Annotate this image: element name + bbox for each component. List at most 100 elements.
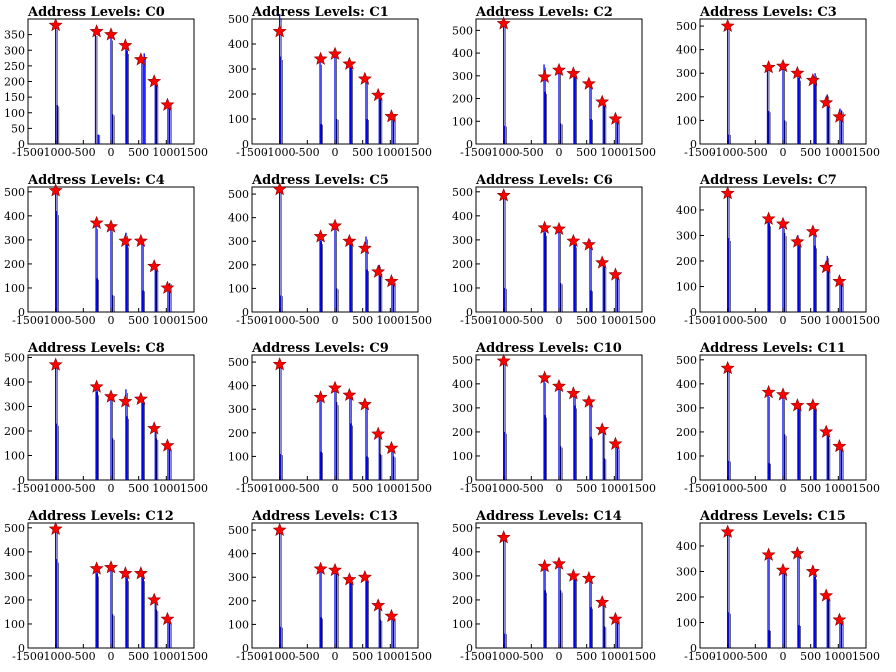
chart-title: Address Levels: C1 xyxy=(251,5,389,20)
chart-panel: Address Levels: C13 0 100 200 300 400 500 -1500… xyxy=(228,509,432,663)
x-tick-label: 1000 xyxy=(152,482,180,495)
chart-panel: Address Levels: C15 0 100 200 300 400 -1500-10… xyxy=(676,509,880,663)
peak-marker xyxy=(790,234,805,248)
x-tick-label: -500 xyxy=(519,482,544,495)
peak-marker xyxy=(328,46,342,60)
y-tick-label: 300 xyxy=(228,571,249,584)
x-tick-label: -500 xyxy=(71,146,96,159)
y-tick-label: 300 xyxy=(4,234,25,247)
chart-panel: Address Levels: C20100200300400500-1500-… xyxy=(452,5,656,159)
peak-marker xyxy=(819,588,834,602)
peak-marker xyxy=(805,224,820,238)
x-tick-label: -1000 xyxy=(488,314,520,327)
peak-marker xyxy=(104,560,118,574)
x-tick-label: 1000 xyxy=(376,314,404,327)
y-tick-label: 150 xyxy=(4,91,25,104)
x-tick-label: 1000 xyxy=(376,482,404,495)
x-tick-label: 0 xyxy=(332,482,339,495)
x-tick-label: 1500 xyxy=(404,146,432,159)
y-tick-label: 0 xyxy=(18,138,25,151)
peak-marker xyxy=(342,233,357,248)
x-tick-label: -500 xyxy=(743,482,768,495)
peak-marker xyxy=(328,380,342,394)
peak-marker xyxy=(160,280,175,294)
x-tick-label: -1500 xyxy=(236,146,268,159)
x-tick-label: 0 xyxy=(556,146,563,159)
peak-marker xyxy=(761,547,776,561)
peak-marker xyxy=(537,370,552,384)
x-tick-label: 1500 xyxy=(180,650,208,663)
y-tick-label: 200 xyxy=(452,426,473,439)
peak-marker xyxy=(790,65,805,80)
y-tick-label: 100 xyxy=(228,113,249,126)
peak-marker xyxy=(104,389,118,403)
x-tick-label: -1500 xyxy=(236,482,268,495)
chart-title: Address Levels: C8 xyxy=(27,341,165,356)
peak-marker xyxy=(552,556,566,570)
x-tick-label: 1000 xyxy=(376,650,404,663)
y-tick-label: 500 xyxy=(676,354,697,367)
peak-marker xyxy=(761,211,776,225)
y-tick-label: 300 xyxy=(676,229,697,242)
y-tick-label: 50 xyxy=(11,122,25,135)
peak-marker xyxy=(832,612,847,626)
y-tick-label: 500 xyxy=(228,188,249,201)
x-tick-label: -1000 xyxy=(40,650,72,663)
peak-marker xyxy=(595,94,610,108)
peak-marker xyxy=(608,611,623,626)
peak-marker xyxy=(496,188,511,202)
peak-marker xyxy=(313,51,328,65)
x-tick-label: 500 xyxy=(576,650,597,663)
x-tick-label: 0 xyxy=(780,482,787,495)
chart-title: Address Levels: C9 xyxy=(251,341,389,356)
x-tick-label: 1500 xyxy=(628,650,656,663)
peak-marker xyxy=(805,72,820,87)
y-tick-label: 300 xyxy=(4,570,25,583)
x-tick-label: 1500 xyxy=(404,314,432,327)
peak-marker xyxy=(48,17,63,32)
y-tick-label: 100 xyxy=(452,618,473,631)
peak-marker xyxy=(118,566,133,580)
x-tick-label: -500 xyxy=(743,314,768,327)
y-tick-label: 300 xyxy=(228,235,249,248)
peak-marker xyxy=(581,76,596,90)
peak-marker xyxy=(272,522,287,536)
y-tick-label: 100 xyxy=(228,618,249,631)
peak-marker xyxy=(496,16,511,30)
peak-marker xyxy=(357,397,372,411)
peak-marker xyxy=(537,69,552,83)
peak-marker xyxy=(819,424,834,438)
peak-marker xyxy=(328,218,342,232)
peak-marker xyxy=(147,74,162,88)
peak-marker xyxy=(537,558,552,573)
y-tick-label: 200 xyxy=(676,91,697,104)
chart-title: Address Levels: C0 xyxy=(27,5,165,20)
peak-marker xyxy=(342,56,357,70)
peak-marker xyxy=(566,386,581,400)
x-tick-label: -500 xyxy=(71,314,96,327)
peak-marker xyxy=(133,52,148,66)
x-tick-label: -1000 xyxy=(712,650,744,663)
peak-marker xyxy=(104,27,118,41)
x-tick-label: -1000 xyxy=(712,314,744,327)
x-tick-label: 0 xyxy=(556,314,563,327)
chart-title: Address Levels: C5 xyxy=(251,173,389,188)
x-tick-label: 500 xyxy=(576,314,597,327)
y-tick-label: 200 xyxy=(4,76,25,89)
y-tick-label: 0 xyxy=(18,642,25,655)
peak-marker xyxy=(384,274,399,288)
y-tick-label: 0 xyxy=(466,642,473,655)
y-tick-label: 350 xyxy=(4,29,25,42)
x-tick-label: -500 xyxy=(295,482,320,495)
x-tick-label: -1500 xyxy=(12,482,44,495)
peak-marker xyxy=(133,566,148,580)
peak-marker xyxy=(552,378,566,393)
peak-marker xyxy=(608,436,623,450)
y-tick-label: 400 xyxy=(676,540,697,553)
y-tick-label: 200 xyxy=(676,591,697,604)
peak-marker xyxy=(595,595,610,609)
x-tick-label: -1500 xyxy=(12,650,44,663)
y-tick-label: 500 xyxy=(452,522,473,535)
peak-marker xyxy=(313,390,328,404)
